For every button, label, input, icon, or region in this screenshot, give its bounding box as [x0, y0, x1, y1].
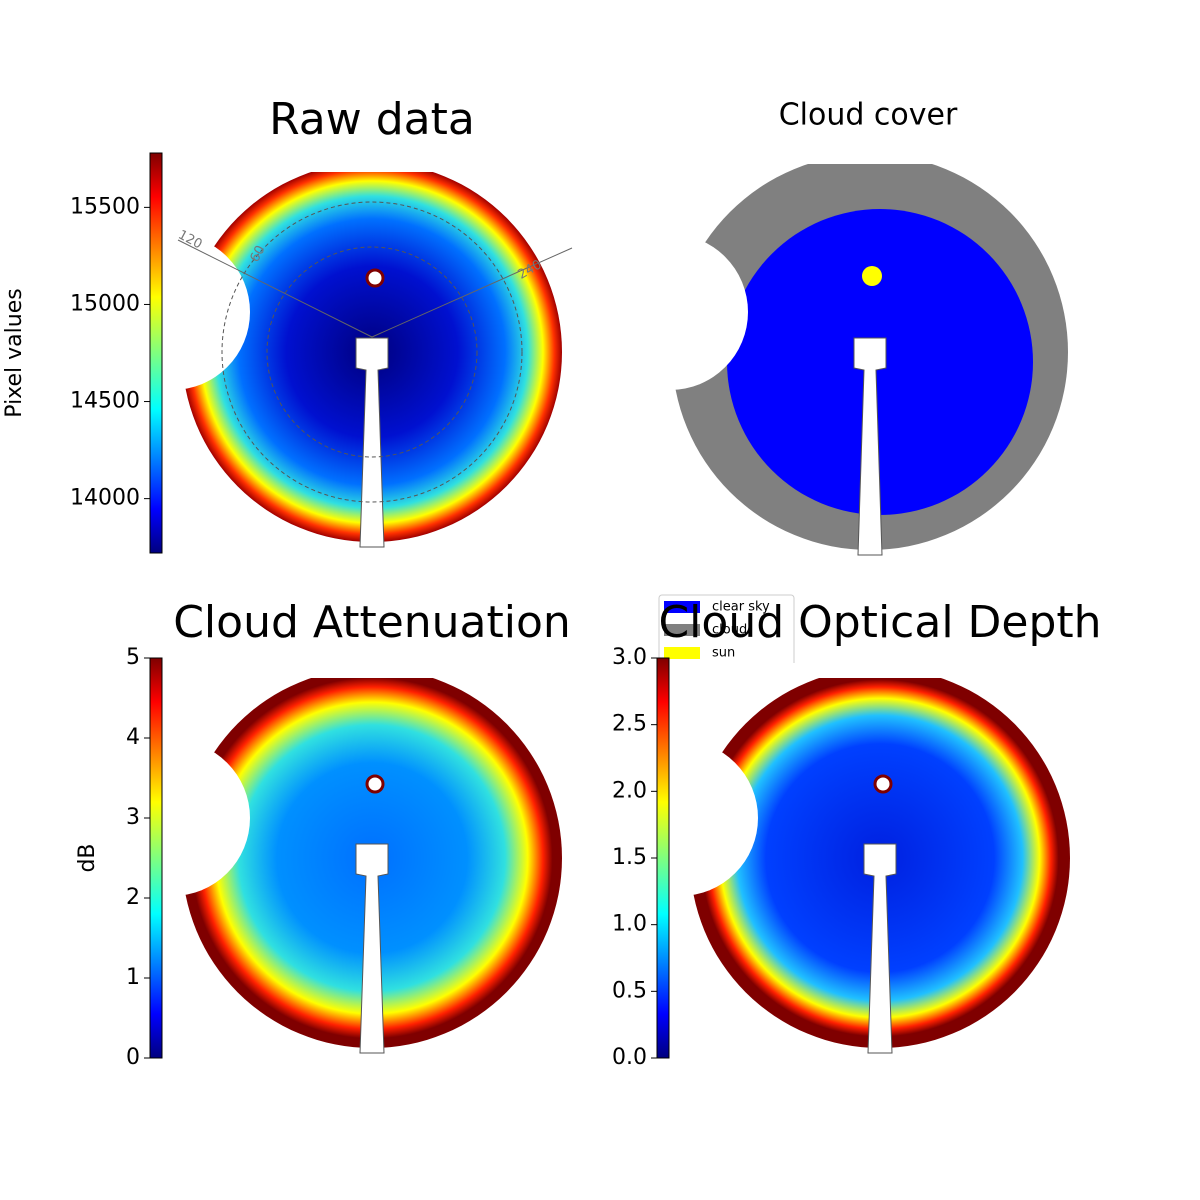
tick-label: 3 — [126, 805, 140, 830]
polar-spoke — [177, 239, 373, 338]
tick-label: 2 — [126, 885, 140, 910]
colorbar-label: Pixel values — [2, 288, 27, 417]
colorbar — [149, 657, 163, 1059]
tick-label: 3.0 — [612, 645, 647, 670]
colorbar — [149, 152, 163, 554]
panel-title: Cloud Optical Depth — [658, 597, 1101, 648]
colorbar — [656, 657, 670, 1059]
obstruction — [592, 234, 748, 390]
sun — [365, 774, 385, 794]
top-clip — [620, 149, 1120, 164]
sun — [873, 774, 893, 794]
camera-arm — [853, 337, 887, 556]
tick-label: 15500 — [70, 194, 140, 219]
tick-label: 1.0 — [612, 912, 647, 937]
camera-arm — [355, 843, 389, 1054]
legend-label: sun — [712, 646, 735, 661]
sun-region — [862, 266, 882, 286]
obstruction — [94, 234, 250, 390]
panel-title: Raw data — [269, 94, 475, 145]
tick-label: 0.0 — [612, 1045, 647, 1070]
top-clip — [122, 157, 622, 172]
tick-label: 2.5 — [612, 712, 647, 737]
polar-annotation: 60 — [247, 243, 268, 265]
obstruction — [602, 740, 758, 896]
tick-label: 0.5 — [612, 978, 647, 1003]
sky-image — [94, 157, 622, 548]
legend-swatch — [664, 647, 700, 659]
tick-label: 14500 — [70, 389, 140, 414]
panel-title: Cloud cover — [779, 98, 958, 133]
legend-swatch — [664, 624, 700, 636]
sky-image — [592, 149, 1120, 556]
tick-label: 14000 — [70, 486, 140, 511]
panel-title: Cloud Attenuation — [173, 597, 571, 648]
top-clip — [630, 663, 1130, 678]
sky-image — [94, 663, 622, 1054]
obstruction — [94, 740, 250, 896]
legend-swatch — [664, 601, 700, 613]
top-clip — [122, 663, 622, 678]
legend-label: clear sky — [712, 600, 770, 615]
tick-label: 15000 — [70, 291, 140, 316]
sky-image — [602, 663, 1130, 1054]
camera-arm — [863, 843, 897, 1054]
tick-label: 1 — [126, 965, 140, 990]
polar-spoke — [371, 247, 573, 338]
tick-label: 4 — [126, 725, 140, 750]
sun — [365, 268, 385, 288]
tick-label: 5 — [126, 645, 140, 670]
tick-label: 2.0 — [612, 778, 647, 803]
tick-label: 0 — [126, 1045, 140, 1070]
camera-arm — [355, 337, 389, 548]
polar-ring — [221, 201, 523, 503]
polar-ring — [266, 246, 478, 458]
tick-label: 1.5 — [612, 845, 647, 870]
legend-label: cloud — [712, 623, 747, 638]
colorbar-label: dB — [75, 843, 100, 872]
